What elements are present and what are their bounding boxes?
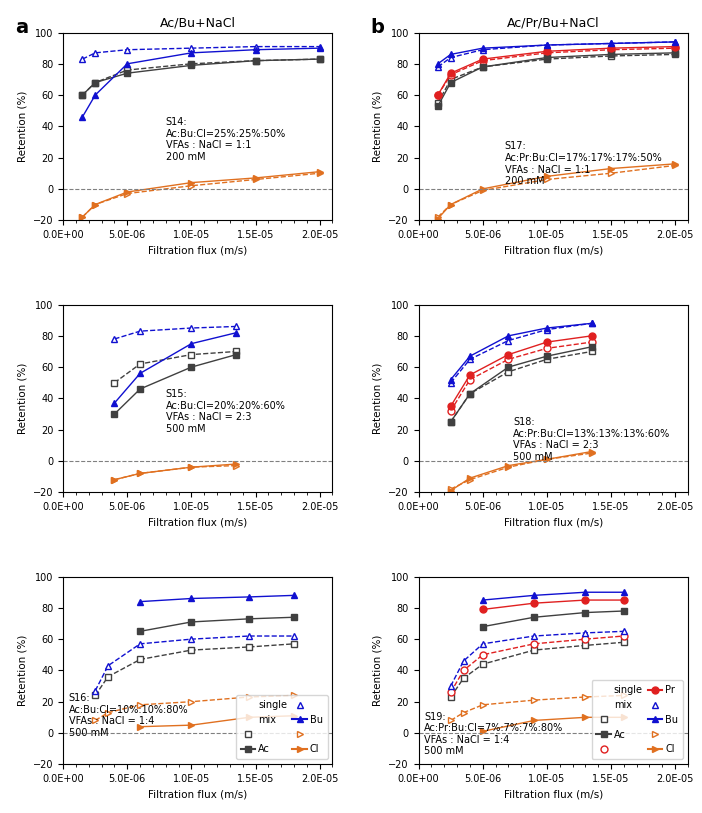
Y-axis label: Retention (%): Retention (%)	[18, 90, 27, 162]
X-axis label: Filtration flux (m/s): Filtration flux (m/s)	[503, 517, 603, 528]
Y-axis label: Retention (%): Retention (%)	[18, 363, 27, 434]
X-axis label: Filtration flux (m/s): Filtration flux (m/s)	[148, 789, 248, 799]
Title: Ac/Pr/Bu+NaCl: Ac/Pr/Bu+NaCl	[507, 17, 600, 30]
X-axis label: Filtration flux (m/s): Filtration flux (m/s)	[503, 246, 603, 255]
Y-axis label: Retention (%): Retention (%)	[373, 363, 383, 434]
X-axis label: Filtration flux (m/s): Filtration flux (m/s)	[148, 246, 248, 255]
Text: S17:
Ac:Pr:Bu:Cl=17%:17%:17%:50%
VFAs : NaCl = 1:1
200 mM: S17: Ac:Pr:Bu:Cl=17%:17%:17%:50% VFAs : …	[505, 141, 663, 186]
Y-axis label: Retention (%): Retention (%)	[18, 635, 27, 706]
X-axis label: Filtration flux (m/s): Filtration flux (m/s)	[503, 789, 603, 799]
Y-axis label: Retention (%): Retention (%)	[373, 90, 383, 162]
Text: a: a	[15, 18, 28, 37]
Title: Ac/Bu+NaCl: Ac/Bu+NaCl	[160, 17, 236, 30]
Legend: single, mix, , Ac, , Pr, , Bu, , Cl: single, mix, , Ac, , Pr, , Bu, , Cl	[592, 680, 683, 759]
Legend: single, mix, , Ac, , Bu, , Cl: single, mix, , Ac, , Bu, , Cl	[236, 695, 328, 759]
Y-axis label: Retention (%): Retention (%)	[373, 635, 383, 706]
X-axis label: Filtration flux (m/s): Filtration flux (m/s)	[148, 517, 248, 528]
Text: S16:
Ac:Bu:Cl=10%:10%:80%
VFAs : NaCl = 1:4
500 mM: S16: Ac:Bu:Cl=10%:10%:80% VFAs : NaCl = …	[69, 693, 188, 737]
Text: b: b	[370, 18, 384, 37]
Text: S14:
Ac:Bu:Cl=25%:25%:50%
VFAs : NaCl = 1:1
200 mM: S14: Ac:Bu:Cl=25%:25%:50% VFAs : NaCl = …	[166, 117, 286, 162]
Text: S18:
Ac:Pr:Bu:Cl=13%:13%:13%:60%
VFAs : NaCl = 2:3
500 mM: S18: Ac:Pr:Bu:Cl=13%:13%:13%:60% VFAs : …	[513, 417, 670, 462]
Text: S15:
Ac:Bu:Cl=20%:20%:60%
VFAs : NaCl = 2:3
500 mM: S15: Ac:Bu:Cl=20%:20%:60% VFAs : NaCl = …	[166, 389, 286, 434]
Text: S19:
Ac:Pr:Bu:Cl=7%:7%:7%:80%
VFAs : NaCl = 1:4
500 mM: S19: Ac:Pr:Bu:Cl=7%:7%:7%:80% VFAs : NaC…	[424, 711, 563, 756]
